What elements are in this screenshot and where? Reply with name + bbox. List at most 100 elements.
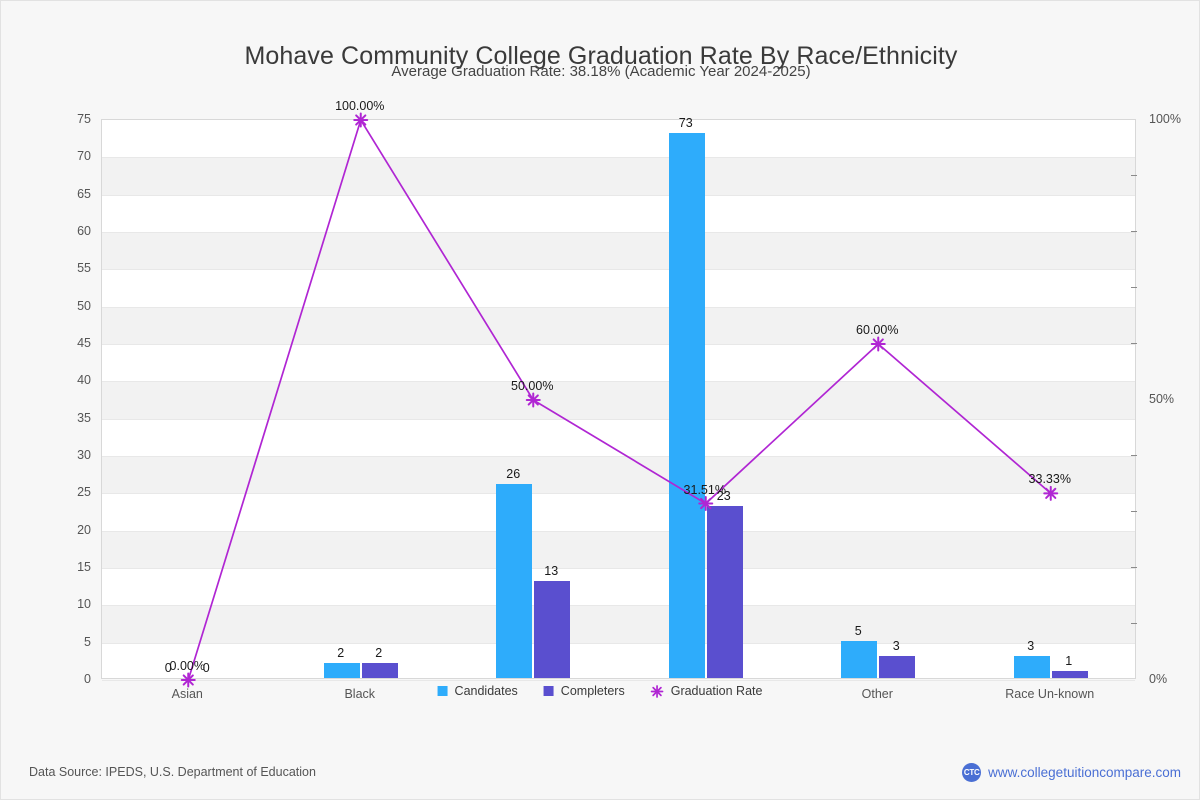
bar-label-completers: 13 (544, 563, 559, 578)
site-link[interactable]: CTC www.collegetuitioncompare.com (962, 763, 1181, 782)
gridline (102, 232, 1135, 233)
bar-label-candidates: 0 (164, 661, 172, 675)
left-axis-tick-label: 15 (77, 560, 91, 574)
grid-band (102, 605, 1135, 643)
bar-label-completers: 3 (892, 638, 900, 653)
bar-completers[interactable] (1051, 670, 1088, 678)
right-axis-tick (1131, 511, 1137, 512)
right-axis-tick (1131, 455, 1137, 456)
page-title: Mohave Community College Graduation Rate… (244, 41, 958, 70)
bar-label-candidates: 26 (506, 466, 521, 481)
left-axis-tick-label: 5 (84, 634, 91, 649)
bar-completers[interactable] (534, 580, 571, 678)
grid-band (102, 157, 1135, 195)
bar-candidates[interactable] (323, 663, 360, 678)
grid-band (102, 530, 1135, 568)
bar-completers[interactable] (361, 663, 398, 678)
left-axis-tick-label: 30 (77, 448, 91, 462)
graduation-rate-marker[interactable] (353, 112, 369, 128)
left-axis-tick-label: 70 (77, 149, 91, 164)
right-axis-tick (1131, 623, 1137, 624)
asterisk-icon (650, 684, 664, 698)
grid-band (102, 456, 1135, 494)
left-axis-tick-label: 35 (77, 410, 91, 425)
gridline (102, 194, 1135, 196)
left-axis-tick-label: 50 (77, 298, 91, 313)
legend-label-candidates: Candidates (454, 684, 518, 698)
gridline (102, 642, 1135, 644)
left-axis-tick-label: 45 (77, 336, 91, 350)
graduation-rate-label: 50.00% (511, 379, 554, 393)
square-icon (543, 686, 554, 696)
left-axis-tick-label: 20 (77, 522, 91, 537)
gridline (102, 269, 1135, 271)
gridline (102, 306, 1135, 308)
left-axis-tick-label: 10 (77, 597, 91, 612)
gridline (102, 157, 1135, 159)
graduation-rate-label: 33.33% (1028, 472, 1071, 487)
graduation-rate-label: 0.00% (169, 659, 205, 673)
legend-item-candidates[interactable]: Candidates (437, 684, 518, 698)
bar-completers[interactable] (879, 655, 916, 678)
graduation-rate-label: 100.00% (335, 99, 385, 113)
data-source-text: Data Source: IPEDS, U.S. Department of E… (29, 765, 316, 779)
right-axis-tick (1131, 287, 1137, 288)
left-axis-tick-label: 60 (77, 224, 91, 238)
bar-label-completers: 1 (1065, 653, 1073, 668)
left-axis-tick-label: 75 (77, 112, 91, 126)
grid-band (102, 306, 1135, 344)
x-axis-label-race-un-known: Race Un-known (1005, 687, 1095, 701)
legend-label-graduation-rate: Graduation Rate (670, 684, 763, 698)
bar-label-candidates: 3 (1027, 638, 1035, 653)
left-axis-tick-label: 25 (77, 485, 91, 500)
gridline (102, 493, 1135, 495)
right-axis-tick (1131, 231, 1137, 232)
graduation-rate-label: 31.51% (683, 482, 726, 497)
chart-subtitle: Average Graduation Rate: 38.18% (Academi… (391, 63, 811, 80)
left-axis-tick-label: 0 (84, 672, 91, 686)
right-axis-tick (1131, 175, 1137, 176)
grid-band (102, 232, 1135, 270)
bar-label-completers: 0 (202, 661, 210, 675)
right-axis-tick-label: 50% (1149, 392, 1175, 406)
bar-label-candidates: 5 (854, 623, 862, 638)
x-axis-label-asian: Asian (171, 687, 203, 701)
bar-candidates[interactable] (1013, 655, 1050, 678)
gridline (102, 605, 1135, 607)
grid-band (102, 381, 1135, 419)
bar-label-completers: 23 (716, 489, 731, 504)
gridline (102, 456, 1135, 457)
bar-label-completers: 2 (375, 646, 383, 661)
ctc-logo-icon: CTC (962, 763, 982, 782)
left-axis-tick-label: 40 (77, 373, 91, 388)
gridline (102, 344, 1135, 345)
bar-candidates[interactable] (841, 640, 878, 678)
gridline (102, 680, 1135, 681)
legend-label-completers: Completers (560, 684, 625, 698)
right-axis-tick-label: 100% (1149, 112, 1181, 126)
gridline (102, 418, 1135, 420)
chart-legend: Candidates Completers Graduation Rate (429, 682, 771, 700)
legend-item-graduation-rate[interactable]: Graduation Rate (650, 684, 763, 698)
plot-area (101, 112, 1136, 688)
legend-item-completers[interactable]: Completers (543, 684, 625, 698)
bar-label-candidates: 2 (337, 646, 345, 661)
site-url-label: www.collegetuitioncompare.com (988, 765, 1181, 780)
right-axis-tick (1131, 343, 1137, 344)
square-icon (437, 686, 448, 696)
right-axis-tick-label: 0% (1149, 672, 1168, 686)
right-axis-tick (1131, 567, 1137, 568)
bar-completers[interactable] (706, 506, 743, 678)
bar-label-candidates: 73 (678, 115, 693, 130)
gridline (102, 530, 1135, 532)
bar-candidates[interactable] (668, 132, 705, 678)
gridline (102, 381, 1135, 383)
x-axis-label-black: Black (344, 687, 376, 701)
gridline (102, 568, 1135, 569)
x-axis-label-other: Other (861, 687, 893, 701)
bar-candidates[interactable] (496, 483, 533, 678)
left-axis-tick-label: 65 (77, 186, 91, 201)
graduation-rate-label: 60.00% (856, 323, 899, 337)
left-axis-tick-label: 55 (77, 261, 91, 276)
